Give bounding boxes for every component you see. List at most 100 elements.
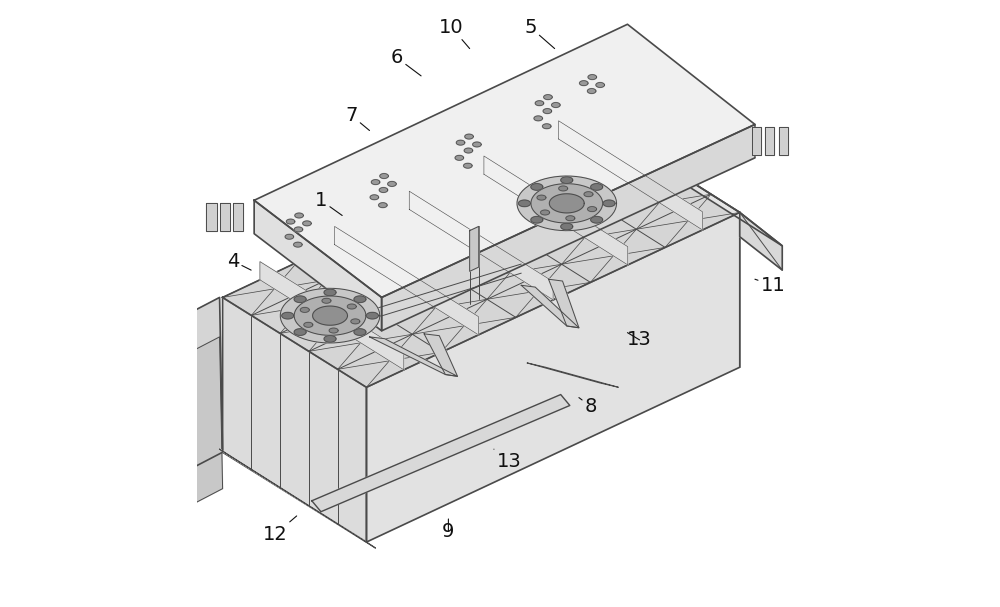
Polygon shape — [322, 298, 331, 304]
Polygon shape — [596, 121, 740, 367]
Polygon shape — [740, 212, 782, 270]
Polygon shape — [552, 103, 560, 107]
Polygon shape — [335, 226, 478, 335]
Text: 8: 8 — [579, 397, 597, 416]
Polygon shape — [294, 296, 306, 302]
Polygon shape — [455, 155, 464, 160]
Polygon shape — [779, 127, 788, 155]
Polygon shape — [561, 177, 573, 183]
Polygon shape — [260, 262, 404, 370]
Polygon shape — [591, 217, 603, 223]
Polygon shape — [588, 206, 597, 212]
Polygon shape — [484, 156, 628, 265]
Polygon shape — [280, 288, 380, 343]
Polygon shape — [220, 449, 376, 548]
Polygon shape — [456, 140, 465, 145]
Polygon shape — [603, 200, 615, 206]
Polygon shape — [464, 163, 472, 168]
Polygon shape — [190, 297, 223, 467]
Polygon shape — [542, 124, 551, 129]
Polygon shape — [541, 210, 550, 215]
Polygon shape — [561, 223, 573, 230]
Text: 6: 6 — [391, 48, 421, 76]
Polygon shape — [294, 227, 303, 232]
Polygon shape — [465, 134, 473, 139]
Polygon shape — [382, 124, 755, 331]
Text: 10: 10 — [439, 18, 470, 49]
Text: 13: 13 — [627, 330, 652, 350]
Polygon shape — [380, 174, 388, 178]
Polygon shape — [473, 142, 481, 147]
Polygon shape — [324, 289, 336, 296]
Polygon shape — [351, 319, 360, 324]
Polygon shape — [517, 176, 617, 231]
Polygon shape — [544, 95, 552, 100]
Polygon shape — [596, 121, 782, 246]
Polygon shape — [379, 188, 388, 192]
Polygon shape — [379, 203, 387, 208]
Polygon shape — [282, 313, 294, 319]
Polygon shape — [223, 297, 366, 542]
Polygon shape — [527, 363, 618, 387]
Polygon shape — [366, 212, 740, 542]
Polygon shape — [388, 181, 396, 186]
Polygon shape — [220, 203, 230, 231]
Text: 13: 13 — [494, 449, 521, 471]
Polygon shape — [370, 195, 379, 200]
Polygon shape — [464, 148, 473, 153]
Polygon shape — [531, 217, 543, 223]
Polygon shape — [584, 192, 593, 197]
Polygon shape — [588, 75, 597, 80]
Polygon shape — [294, 329, 306, 335]
Text: 5: 5 — [524, 18, 555, 49]
Polygon shape — [254, 24, 755, 297]
Polygon shape — [549, 194, 584, 213]
Polygon shape — [206, 203, 217, 231]
Polygon shape — [549, 279, 579, 328]
Text: 4: 4 — [227, 251, 251, 271]
Polygon shape — [303, 221, 311, 226]
Polygon shape — [596, 83, 604, 87]
Polygon shape — [591, 184, 603, 190]
Polygon shape — [294, 242, 302, 247]
Polygon shape — [366, 313, 378, 319]
Polygon shape — [295, 213, 303, 218]
Polygon shape — [313, 306, 347, 325]
Polygon shape — [409, 191, 553, 300]
Polygon shape — [371, 180, 380, 185]
Polygon shape — [531, 184, 603, 223]
Text: 1: 1 — [315, 191, 342, 215]
Text: 12: 12 — [263, 516, 297, 544]
Text: 9: 9 — [442, 519, 455, 541]
Polygon shape — [286, 219, 295, 224]
Polygon shape — [312, 395, 570, 512]
Polygon shape — [190, 313, 193, 504]
Polygon shape — [580, 81, 588, 86]
Polygon shape — [233, 203, 243, 231]
Polygon shape — [587, 89, 596, 93]
Polygon shape — [559, 186, 568, 191]
Polygon shape — [354, 296, 366, 302]
Polygon shape — [765, 127, 774, 155]
Polygon shape — [329, 328, 338, 333]
Polygon shape — [300, 307, 309, 313]
Polygon shape — [254, 200, 382, 331]
Polygon shape — [531, 184, 543, 190]
Polygon shape — [324, 336, 336, 342]
Text: 7: 7 — [345, 106, 369, 131]
Polygon shape — [535, 101, 544, 106]
Polygon shape — [285, 234, 294, 239]
Polygon shape — [190, 337, 223, 504]
Polygon shape — [537, 195, 546, 200]
Polygon shape — [424, 334, 458, 376]
Polygon shape — [347, 304, 356, 309]
Polygon shape — [304, 322, 313, 327]
Polygon shape — [752, 127, 761, 155]
Text: 11: 11 — [755, 276, 786, 295]
Polygon shape — [559, 121, 702, 230]
Polygon shape — [518, 200, 530, 206]
Polygon shape — [223, 121, 740, 387]
Polygon shape — [543, 109, 552, 114]
Polygon shape — [354, 329, 366, 335]
Polygon shape — [521, 285, 579, 328]
